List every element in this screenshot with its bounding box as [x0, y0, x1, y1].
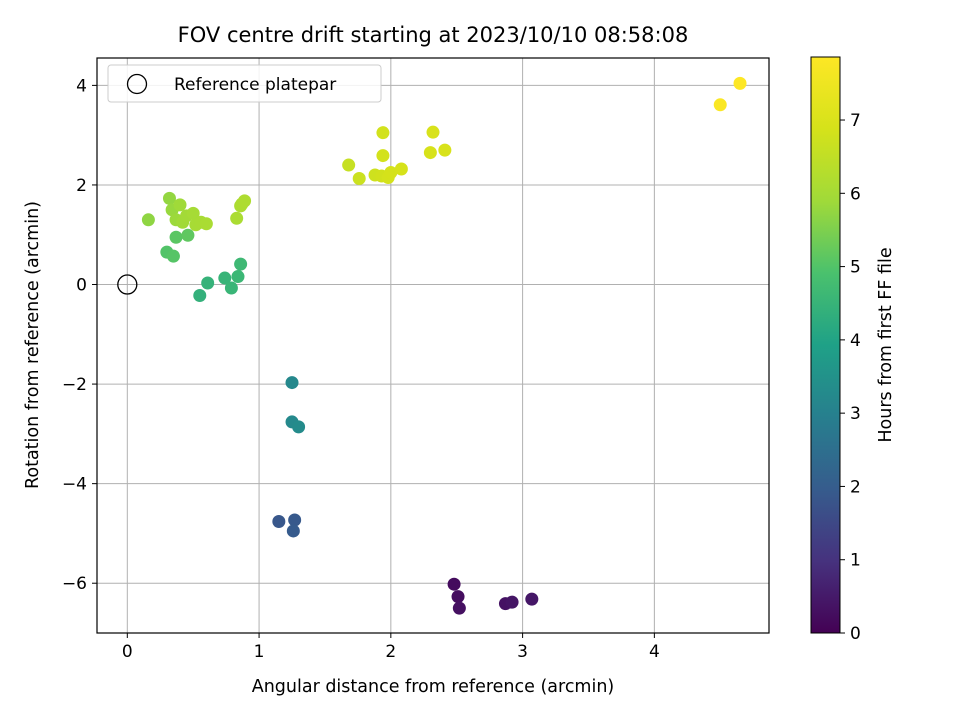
- x-tick-label: 1: [254, 642, 265, 662]
- data-point: [394, 162, 408, 176]
- legend-marker-icon: [126, 73, 148, 95]
- legend: Reference platepar: [107, 64, 382, 103]
- y-tick-label: −2: [62, 375, 87, 395]
- y-tick-label: 4: [76, 76, 87, 96]
- data-point: [224, 281, 238, 295]
- data-point: [286, 524, 300, 538]
- data-point: [173, 198, 187, 212]
- data-point: [713, 98, 727, 112]
- data-points: [141, 76, 747, 615]
- data-point: [352, 171, 366, 185]
- data-point: [342, 158, 356, 172]
- data-point: [141, 213, 155, 227]
- grid-lines: [97, 58, 769, 633]
- reference-platepar-marker: [117, 274, 138, 295]
- data-point: [230, 211, 244, 225]
- reference-marker: [117, 274, 138, 295]
- data-point: [423, 146, 437, 160]
- x-tick-label: 3: [517, 642, 528, 662]
- data-point: [186, 206, 200, 220]
- y-tick-label: −4: [62, 475, 87, 495]
- colorbar: 0 1 2 3 4 5 6 7 Hours from first FF file: [810, 56, 896, 644]
- data-point: [285, 376, 299, 390]
- data-point: [447, 577, 461, 591]
- colorbar-tick-label: 1: [850, 551, 861, 571]
- x-axis-label: Angular distance from reference (arcmin): [252, 677, 615, 697]
- data-point: [451, 590, 465, 604]
- y-tick-label: 2: [76, 176, 87, 196]
- data-point: [231, 270, 245, 284]
- colorbar-tick-label: 5: [850, 258, 861, 278]
- data-point: [376, 149, 390, 163]
- data-point: [238, 194, 252, 208]
- colorbar-label: Hours from first FF file: [876, 247, 896, 442]
- y-axis-label: Rotation from reference (arcmin): [23, 201, 43, 489]
- colorbar-tick-label: 4: [850, 331, 861, 351]
- data-point: [505, 595, 519, 609]
- x-tick-label: 2: [385, 642, 396, 662]
- data-point: [166, 249, 180, 263]
- data-point: [376, 126, 390, 140]
- data-point: [525, 592, 539, 606]
- data-point: [201, 276, 215, 290]
- data-point: [438, 143, 452, 157]
- data-point: [288, 513, 302, 527]
- y-axis-ticks: −6 −4 −2 0 2 4: [62, 76, 97, 594]
- data-point: [426, 125, 440, 139]
- colorbar-tick-label: 2: [850, 477, 861, 497]
- colorbar-gradient: [811, 57, 840, 633]
- chart-title: FOV centre drift starting at 2023/10/10 …: [178, 23, 689, 47]
- colorbar-tick-label: 6: [850, 184, 861, 204]
- colorbar-tick-label: 7: [850, 111, 861, 131]
- data-point: [452, 601, 466, 615]
- x-axis-ticks: 0 1 2 3 4: [122, 633, 660, 662]
- colorbar-frame: [810, 56, 841, 634]
- data-point: [218, 271, 232, 285]
- x-tick-label: 0: [122, 642, 133, 662]
- data-point: [162, 191, 176, 205]
- plot-frame: [96, 57, 770, 634]
- data-point: [199, 217, 213, 231]
- y-tick-label: 0: [76, 276, 87, 296]
- data-point: [292, 420, 306, 434]
- data-point: [384, 166, 398, 180]
- colorbar-tick-label: 3: [850, 404, 861, 424]
- data-point: [733, 76, 747, 90]
- legend-label: Reference platepar: [174, 75, 336, 95]
- data-point: [272, 514, 286, 528]
- data-point: [169, 230, 183, 244]
- colorbar-tick-label: 0: [850, 624, 861, 644]
- data-point: [193, 288, 207, 302]
- legend-box: [107, 64, 382, 103]
- y-tick-label: −6: [62, 574, 87, 594]
- colorbar-ticks: 0 1 2 3 4 5 6 7: [840, 111, 861, 644]
- x-tick-label: 4: [649, 642, 660, 662]
- data-point: [234, 257, 248, 271]
- data-point: [181, 228, 195, 242]
